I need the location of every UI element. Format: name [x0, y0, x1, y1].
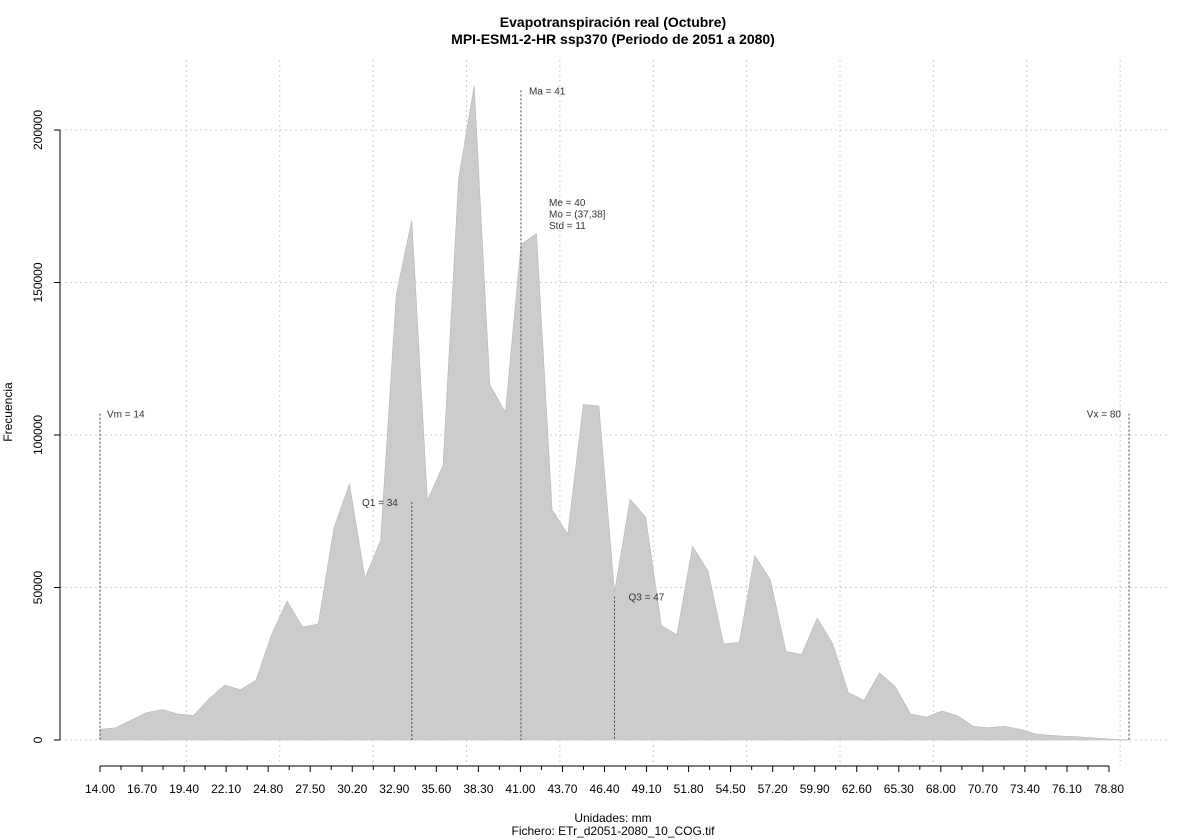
x-tick-label: 54.50	[716, 782, 746, 796]
x-tick-label: 27.50	[295, 782, 325, 796]
x-tick-label: 65.30	[884, 782, 914, 796]
frequency-area	[99, 85, 1130, 741]
y-tick-label: 50000	[31, 570, 45, 604]
q1-label: Q1 = 34	[362, 498, 398, 509]
x-axis-label: Unidades: mm	[574, 811, 652, 825]
x-tick-label: 70.70	[968, 782, 998, 796]
x-tick-label: 16.70	[127, 782, 157, 796]
x-tick-label: 22.10	[211, 782, 241, 796]
ma-label: Ma = 41	[529, 86, 566, 97]
x-tick-label: 43.70	[547, 782, 577, 796]
x-tick-label: 30.20	[337, 782, 367, 796]
statistic-markers	[99, 90, 1130, 740]
axes: 0 50000 100000 150000 200000 14.00 16.70 19.40 2…	[31, 110, 1124, 796]
x-tick-label: 57.20	[758, 782, 788, 796]
stat-label: Mo = (37,38]	[549, 210, 606, 221]
x-tick-label: 49.10	[632, 782, 662, 796]
q3-label: Q3 = 47	[629, 593, 665, 604]
y-tick-label: 0	[31, 736, 45, 743]
area-series	[99, 85, 1130, 741]
x-tick-label: 62.60	[842, 782, 872, 796]
x-tick-label: 35.60	[421, 782, 451, 796]
y-tick-label: 200000	[31, 110, 45, 150]
x-tick-label: 76.10	[1052, 782, 1082, 796]
x-tick-label: 68.00	[926, 782, 956, 796]
y-tick-label: 150000	[31, 262, 45, 302]
x-tick-label: 51.80	[674, 782, 704, 796]
x-tick-label: 14.00	[85, 782, 115, 796]
vm-label: Vm = 14	[107, 410, 145, 421]
x-tick-label: 24.80	[253, 782, 283, 796]
annotations: Vm = 14 Vx = 80 Ma = 41 Q1 = 34 Q3 = 47 Me = …	[107, 86, 1121, 603]
chart-title: Evapotranspiración real (Octubre)	[499, 14, 727, 30]
x-tick-label: 41.00	[505, 782, 535, 796]
y-tick-label: 100000	[31, 415, 45, 455]
vx-label: Vx = 80	[1087, 410, 1122, 421]
x-tick-label: 46.40	[589, 782, 619, 796]
x-tick-label: 38.30	[463, 782, 493, 796]
x-tick-label: 19.40	[169, 782, 199, 796]
y-axis-label: Frecuencia	[1, 382, 15, 442]
file-caption: Fichero: ETr_d2051-2080_10_COG.tif	[511, 824, 715, 838]
x-tick-label: 32.90	[379, 782, 409, 796]
chart-subtitle: MPI-ESM1-2-HR ssp370 (Periodo de 2051 a …	[451, 31, 775, 47]
x-tick-label: 73.40	[1010, 782, 1040, 796]
stat-label: Std = 11	[549, 221, 586, 232]
x-tick-label: 78.80	[1094, 782, 1124, 796]
x-tick-label: 59.90	[800, 782, 830, 796]
stat-label: Me = 40	[549, 198, 586, 209]
